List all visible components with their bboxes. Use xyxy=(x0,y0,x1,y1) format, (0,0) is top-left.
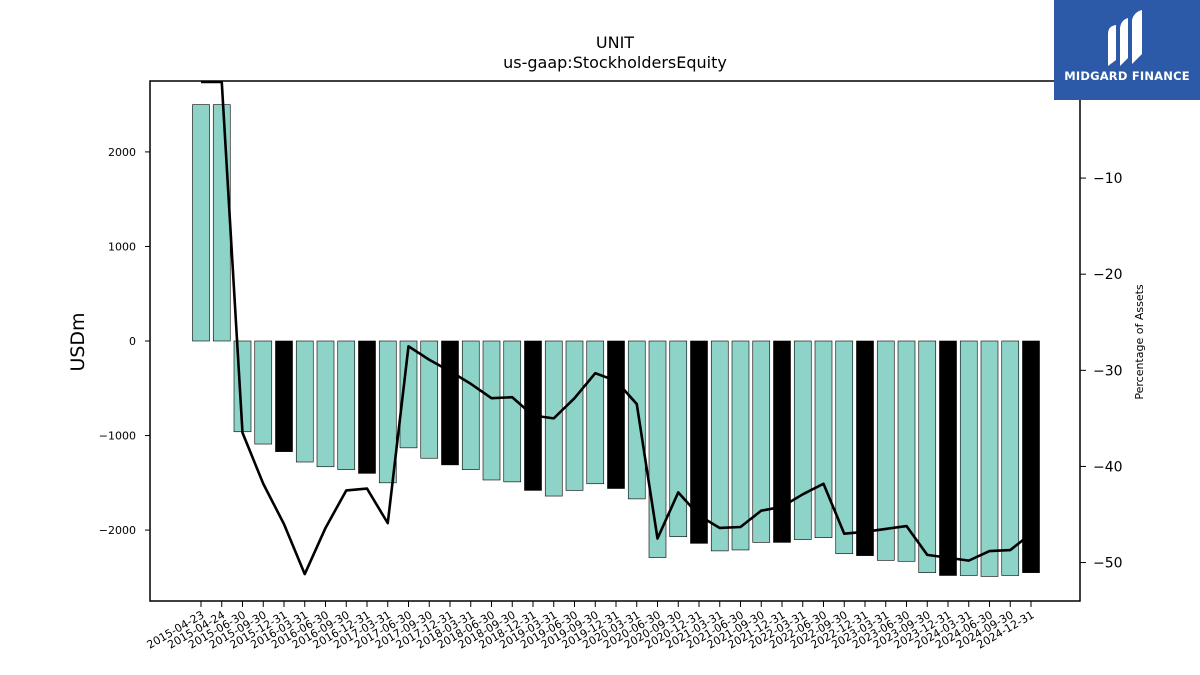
bar xyxy=(876,340,895,561)
bar xyxy=(1001,340,1020,576)
bar xyxy=(980,340,999,577)
bar xyxy=(939,340,957,576)
pct-assets-line xyxy=(201,80,1032,576)
bar xyxy=(358,340,376,474)
bars-layer xyxy=(192,104,1040,577)
bar xyxy=(1022,340,1040,573)
y2-axis-label: Percentage of Assets xyxy=(1133,284,1146,400)
x-axis: 2015-04-232015-04-242015-06-302015-09-30… xyxy=(145,601,1037,652)
y-tick-label: 1000 xyxy=(108,240,136,253)
bar xyxy=(420,340,439,459)
bar xyxy=(959,340,978,576)
midgard-logo-icon xyxy=(1108,10,1142,66)
y-tick-label: 0 xyxy=(129,335,136,348)
bar xyxy=(254,340,273,445)
bar xyxy=(482,340,501,481)
bar xyxy=(461,340,480,470)
bar xyxy=(503,340,522,483)
bar xyxy=(607,340,625,489)
bar xyxy=(835,340,854,555)
bar xyxy=(918,340,937,573)
y-tick-label: −1000 xyxy=(99,430,136,443)
bar xyxy=(710,340,729,552)
bar xyxy=(275,340,293,452)
bar xyxy=(441,340,459,466)
logo-text: MIDGARD FINANCE xyxy=(1064,69,1190,83)
bar xyxy=(378,340,397,484)
brand-logo: MIDGARD FINANCE xyxy=(1054,0,1200,100)
bar xyxy=(295,340,314,463)
chart-subtitle: us-gaap:StockholdersEquity xyxy=(503,53,727,72)
bar xyxy=(752,340,771,543)
bar xyxy=(565,340,584,491)
bar xyxy=(690,340,708,544)
bar xyxy=(814,340,833,538)
y-axis-label: USDm xyxy=(67,312,89,371)
bar xyxy=(212,104,231,342)
line-layer xyxy=(201,80,1032,576)
y-tick-label: 2000 xyxy=(108,146,136,159)
bar xyxy=(337,340,356,470)
bar xyxy=(773,340,791,543)
y-axis: −2000 −1000 0 1000 2000 xyxy=(99,146,150,537)
y-tick-label: −2000 xyxy=(99,524,136,537)
y2-tick-label: −10 xyxy=(1093,171,1123,187)
bar xyxy=(731,340,750,551)
bar xyxy=(856,340,874,556)
bar xyxy=(669,340,688,538)
y2-tick-label: −20 xyxy=(1093,267,1123,283)
bar xyxy=(586,340,605,485)
bar xyxy=(793,340,812,540)
y2-tick-label: −40 xyxy=(1093,459,1123,475)
bar xyxy=(192,104,210,342)
bar xyxy=(897,340,916,562)
y2-tick-label: −50 xyxy=(1093,556,1123,572)
y2-axis: −50−40−30−20−100 xyxy=(1080,75,1123,572)
y2-tick-label: −30 xyxy=(1093,363,1123,379)
bar xyxy=(627,340,646,500)
bar xyxy=(399,340,418,449)
chart-title: UNIT xyxy=(596,33,634,52)
bar xyxy=(316,340,335,468)
